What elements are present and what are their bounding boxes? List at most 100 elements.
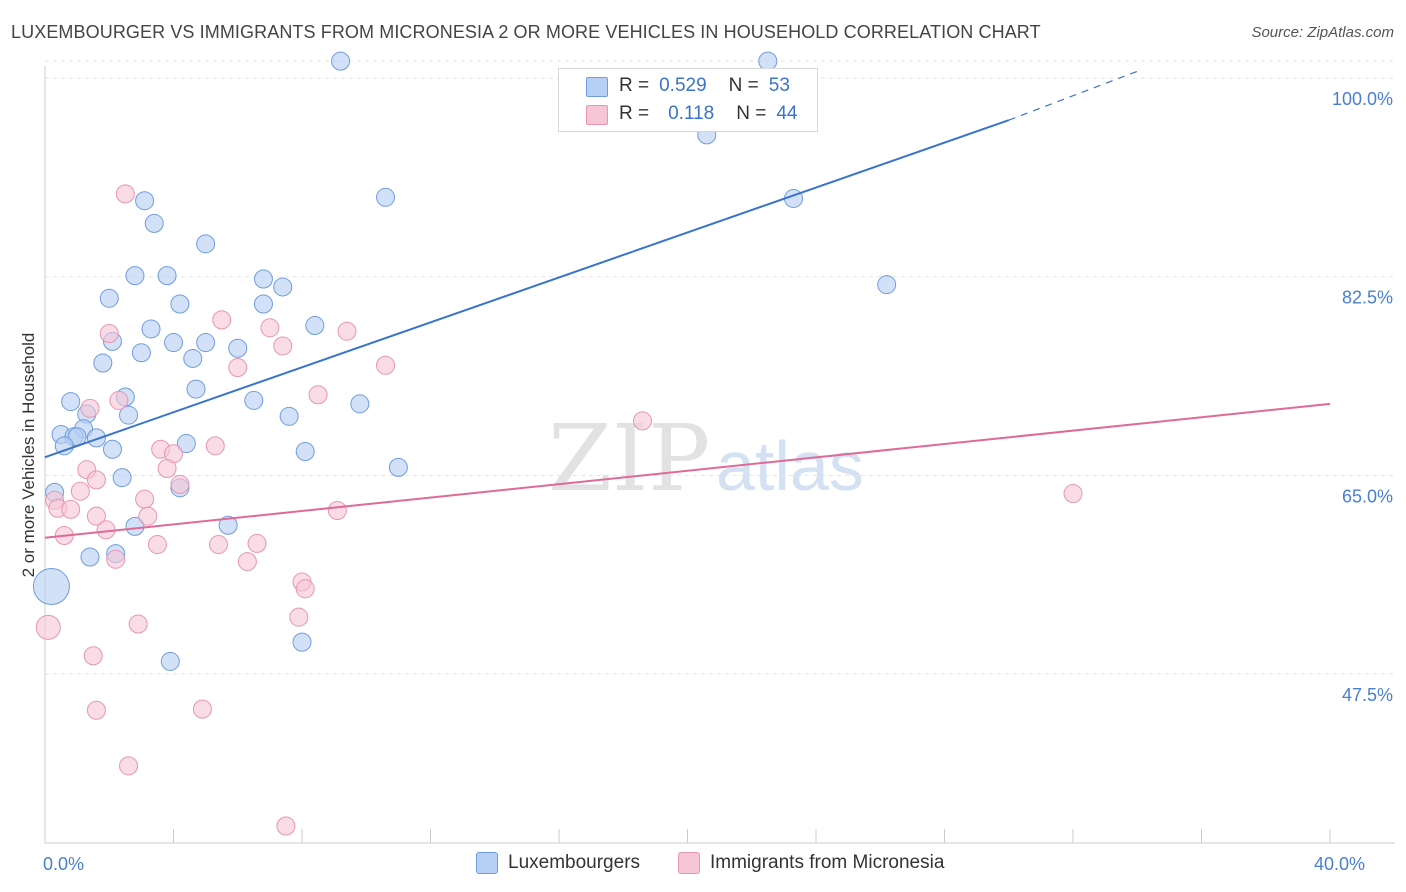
luxembourger-point <box>32 568 70 606</box>
luxembourger-trendline <box>44 119 1010 459</box>
micronesia-point <box>376 355 396 375</box>
x-tick-label: 0.0% <box>43 854 84 874</box>
luxembourger-point <box>253 269 273 289</box>
micronesia-point <box>247 533 267 553</box>
micronesia-point <box>86 506 106 526</box>
luxembourger-point <box>119 405 139 425</box>
micronesia-point <box>138 506 158 526</box>
micronesia-point <box>86 470 106 490</box>
luxembourger-point <box>86 428 106 448</box>
micronesia-point <box>228 358 248 378</box>
micronesia-point <box>1063 483 1083 503</box>
n-label: N = <box>728 75 759 96</box>
y-tick-label: 82.5% <box>1342 288 1393 308</box>
micronesia-point <box>289 607 309 627</box>
luxembourger-point <box>164 333 183 353</box>
luxembourger-point <box>93 353 113 373</box>
stats-row-micronesia: R = 0.118 N = 44 <box>586 101 798 127</box>
luxembourger-point <box>144 213 164 233</box>
luxembourger-point <box>877 275 897 295</box>
micronesia-point <box>128 614 148 634</box>
luxembourger-point <box>131 343 151 363</box>
micronesia-point <box>633 411 653 431</box>
grid-layer <box>45 60 1395 675</box>
luxembourger-point <box>135 191 155 211</box>
micronesia-point <box>260 318 280 338</box>
points-layer <box>32 51 1083 836</box>
micronesia-point <box>115 184 135 204</box>
legend-item-micronesia[interactable]: Immigrants from Micronesia <box>678 852 944 874</box>
micronesia-point <box>205 436 225 456</box>
y-tick-label: 47.5% <box>1342 685 1393 705</box>
luxembourger-point <box>125 516 145 536</box>
micronesia-point <box>106 549 126 569</box>
luxembourger-point <box>196 234 216 254</box>
micronesia-point <box>109 390 129 410</box>
axes-layer <box>44 66 1395 844</box>
micronesia-point <box>170 474 190 494</box>
luxembourger-point <box>305 316 325 336</box>
stats-legend: R = 0.529 N = 53 R = 0.118 N = 44 <box>558 68 818 132</box>
source-credit: Source: ZipAtlas.com <box>1251 24 1394 41</box>
luxembourger-point <box>54 436 74 456</box>
micronesia-point <box>237 552 257 572</box>
luxembourger-point <box>176 434 196 454</box>
micronesia-legend-swatch <box>678 852 700 874</box>
micronesia-point <box>135 489 155 509</box>
micronesia-point <box>273 336 293 356</box>
luxembourger-point <box>157 266 177 286</box>
luxembourger-point <box>376 187 396 207</box>
luxembourger-point <box>125 266 145 286</box>
watermark: ZIP atlas <box>548 405 864 512</box>
luxembourger-point <box>183 348 203 368</box>
luxembourger-point <box>388 457 408 477</box>
luxembourger-point <box>331 51 351 71</box>
micronesia-point <box>308 385 328 405</box>
trend-layer <box>44 70 1331 539</box>
n-label: N = <box>736 103 767 124</box>
luxembourger-point <box>350 394 370 414</box>
legend-item-luxembourgers[interactable]: Luxembourgers <box>476 852 640 874</box>
luxembourger-point <box>244 390 264 410</box>
luxembourger-point <box>80 547 100 567</box>
micronesia-point <box>99 323 119 343</box>
micronesia-point <box>157 459 177 479</box>
r-value: 0.118 <box>668 103 715 124</box>
n-value: 53 <box>768 75 790 96</box>
micronesia-point <box>80 398 100 418</box>
micronesia-point <box>70 481 90 501</box>
micronesia-point <box>212 310 232 330</box>
micronesia-point <box>86 700 106 720</box>
luxembourger-point <box>61 392 81 412</box>
micronesia-point <box>208 535 228 555</box>
micronesia-point <box>61 499 81 519</box>
micronesia-point <box>276 816 296 836</box>
micronesia-point <box>119 756 139 776</box>
micronesia-point <box>192 699 212 719</box>
luxembourger-point <box>99 288 119 308</box>
micronesia-point <box>35 614 61 640</box>
n-value: 44 <box>776 103 798 124</box>
luxembourger-point <box>160 651 180 671</box>
watermark-zip: ZIP <box>548 405 710 512</box>
r-label: R = <box>619 103 650 124</box>
luxembourger-point <box>141 319 161 339</box>
luxembourger-point <box>196 333 216 353</box>
series-legend: Luxembourgers Immigrants from Micronesia <box>0 852 1406 878</box>
micronesia-point <box>337 321 357 341</box>
luxembourger-point <box>273 277 293 297</box>
y-tick-label: 100.0% <box>1332 89 1393 109</box>
luxembourger-point <box>228 338 248 358</box>
y-tick-label: 65.0% <box>1342 486 1393 506</box>
stats-row-luxembourgers: R = 0.529 N = 53 <box>586 73 790 99</box>
micronesia-point <box>83 646 103 666</box>
luxembourger-point <box>218 515 238 535</box>
luxembourger-point <box>186 379 206 399</box>
luxembourger-point <box>279 406 299 426</box>
luxembourger-trendline-extension <box>1008 70 1138 121</box>
micronesia-swatch <box>586 105 608 125</box>
luxembourger-point <box>253 294 273 314</box>
micronesia-trendline <box>44 402 1331 539</box>
labels-layer: 100.0% 82.5% 65.0% 47.5% 0.0% 40.0% <box>43 89 1393 874</box>
